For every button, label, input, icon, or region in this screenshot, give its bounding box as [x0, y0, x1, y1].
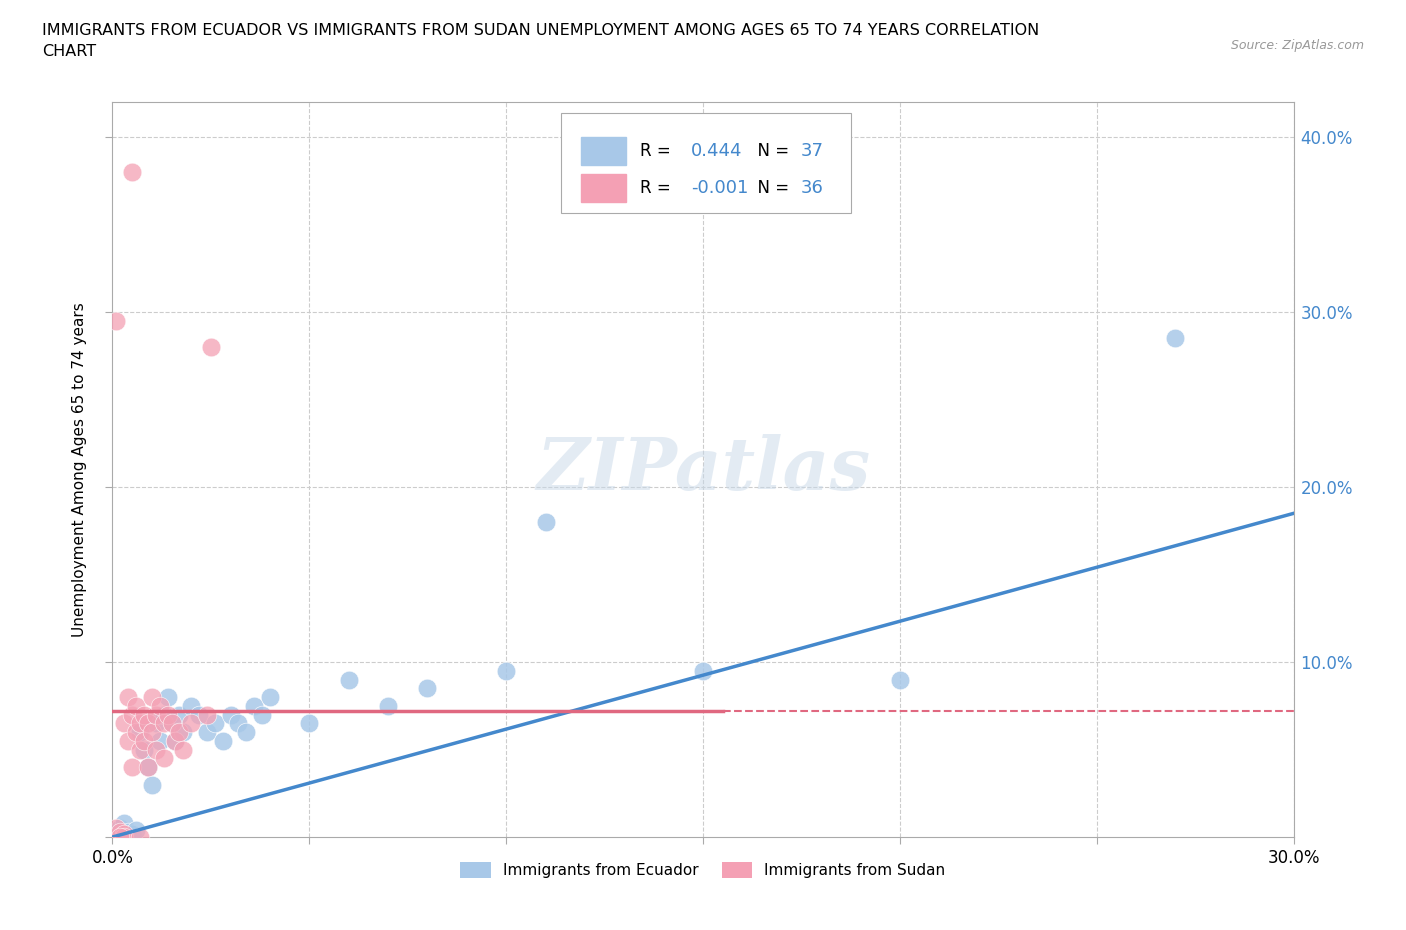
Point — [250, 707, 273, 722]
Point — [110, 821, 132, 836]
Legend: Immigrants from Ecuador, Immigrants from Sudan: Immigrants from Ecuador, Immigrants from… — [454, 857, 952, 884]
Point — [1164, 331, 1187, 346]
Point — [132, 742, 155, 757]
FancyBboxPatch shape — [561, 113, 851, 213]
Point — [141, 777, 163, 792]
Point — [160, 716, 183, 731]
Point — [132, 707, 155, 722]
Point — [495, 663, 517, 678]
Point — [534, 514, 557, 529]
Point — [141, 724, 163, 739]
Point — [204, 716, 226, 731]
Point — [165, 734, 187, 749]
Point — [169, 707, 191, 722]
Point — [149, 734, 172, 749]
Point — [200, 339, 222, 354]
Text: ZIPatlas: ZIPatlas — [536, 434, 870, 505]
Point — [235, 724, 257, 739]
Bar — [581, 138, 626, 166]
Point — [105, 821, 128, 836]
Point — [117, 690, 139, 705]
Y-axis label: Unemployment Among Ages 65 to 74 years: Unemployment Among Ages 65 to 74 years — [72, 302, 87, 637]
Point — [129, 724, 152, 739]
Point — [117, 824, 139, 839]
Point — [136, 716, 159, 731]
Point — [156, 707, 179, 722]
Point — [136, 760, 159, 775]
Point — [121, 760, 143, 775]
Text: -0.001: -0.001 — [692, 179, 748, 197]
Point — [156, 690, 179, 705]
Point — [172, 742, 194, 757]
Text: R =: R = — [640, 142, 676, 160]
Point — [117, 734, 139, 749]
Point — [889, 672, 911, 687]
Point — [152, 716, 174, 731]
Point — [180, 716, 202, 731]
Text: 36: 36 — [801, 179, 824, 197]
Point — [337, 672, 360, 687]
Point — [228, 716, 250, 731]
Point — [110, 830, 132, 844]
Point — [160, 716, 183, 731]
Point — [121, 165, 143, 179]
Point — [125, 724, 148, 739]
Text: IMMIGRANTS FROM ECUADOR VS IMMIGRANTS FROM SUDAN UNEMPLOYMENT AMONG AGES 65 TO 7: IMMIGRANTS FROM ECUADOR VS IMMIGRANTS FR… — [42, 23, 1039, 60]
Point — [259, 690, 281, 705]
Point — [152, 707, 174, 722]
Point — [243, 698, 266, 713]
Point — [145, 716, 167, 731]
Text: N =: N = — [747, 142, 794, 160]
Bar — [581, 174, 626, 202]
Point — [112, 830, 135, 844]
Point — [195, 724, 218, 739]
Point — [112, 816, 135, 830]
Point — [149, 698, 172, 713]
Point — [298, 716, 321, 731]
Point — [132, 734, 155, 749]
Point — [169, 724, 191, 739]
Point — [125, 822, 148, 837]
Point — [211, 734, 233, 749]
Point — [165, 734, 187, 749]
Point — [112, 826, 135, 841]
Point — [110, 824, 132, 839]
Point — [377, 698, 399, 713]
Text: Source: ZipAtlas.com: Source: ZipAtlas.com — [1230, 39, 1364, 52]
Point — [125, 698, 148, 713]
Point — [121, 707, 143, 722]
Text: R =: R = — [640, 179, 676, 197]
Point — [416, 681, 439, 696]
Point — [129, 830, 152, 844]
Point — [105, 313, 128, 328]
Text: 0.444: 0.444 — [692, 142, 742, 160]
Point — [152, 751, 174, 765]
Point — [180, 698, 202, 713]
Point — [195, 707, 218, 722]
Text: N =: N = — [747, 179, 794, 197]
Point — [141, 690, 163, 705]
Point — [219, 707, 242, 722]
Point — [112, 716, 135, 731]
Point — [121, 826, 143, 841]
Point — [129, 716, 152, 731]
Point — [692, 663, 714, 678]
Point — [172, 724, 194, 739]
Point — [136, 760, 159, 775]
Point — [129, 742, 152, 757]
Point — [145, 742, 167, 757]
Text: 37: 37 — [801, 142, 824, 160]
Point — [188, 707, 211, 722]
Point — [145, 707, 167, 722]
